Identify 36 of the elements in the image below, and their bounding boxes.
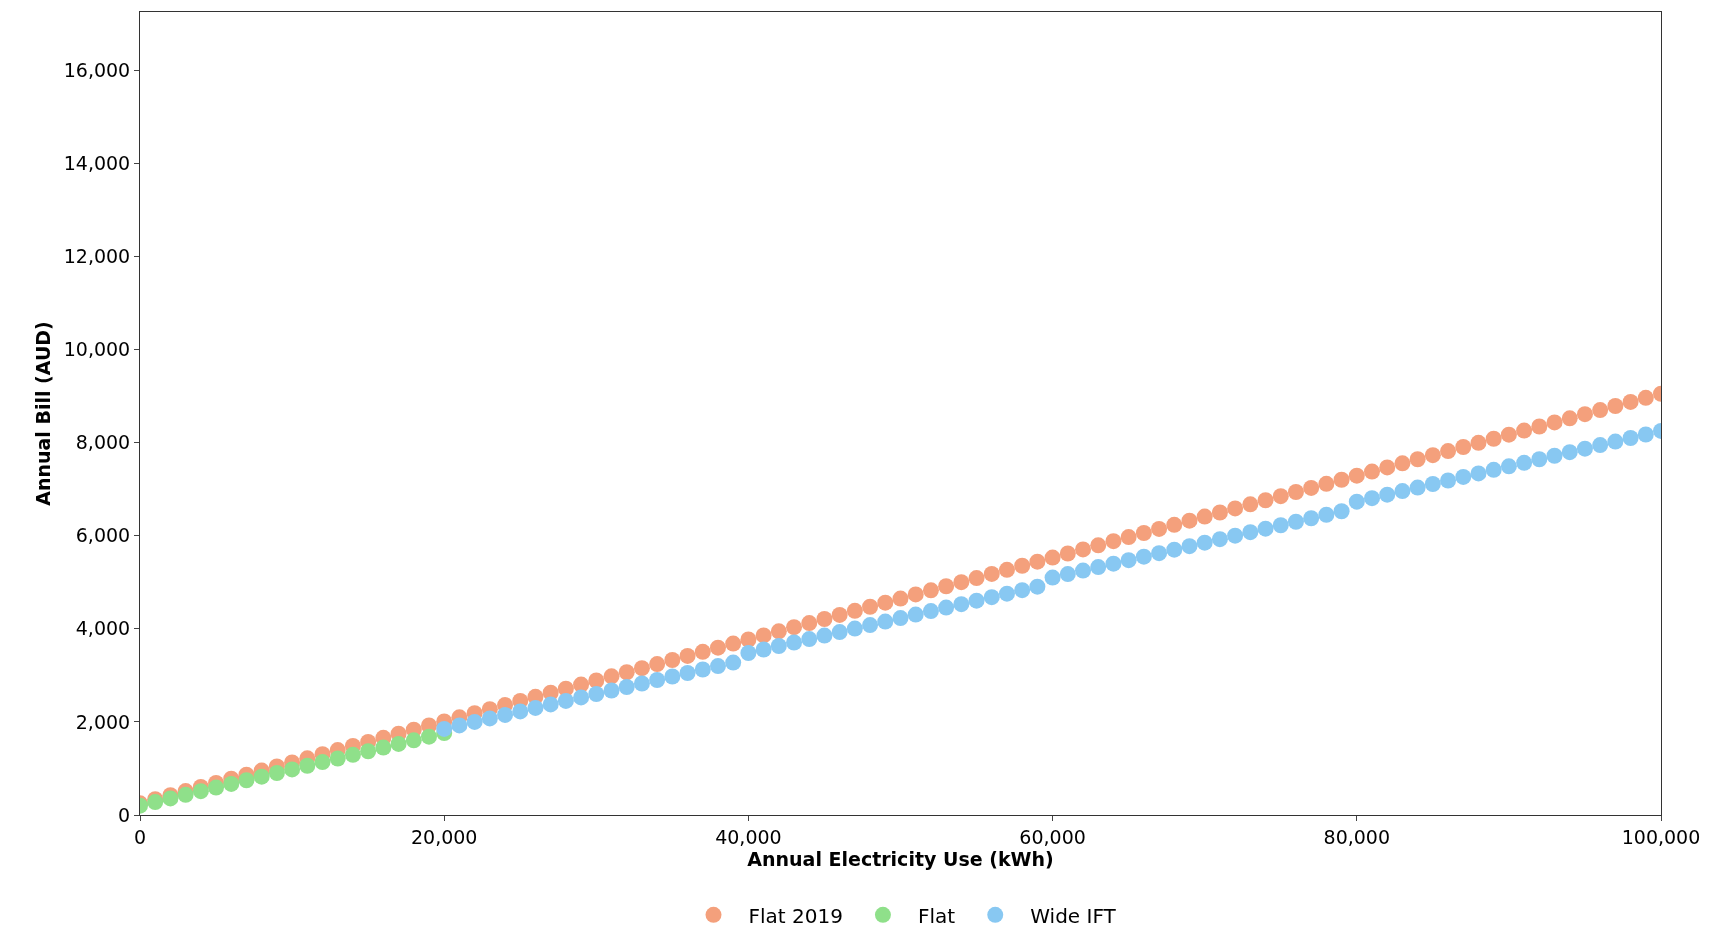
legend-label: Flat [917, 903, 956, 928]
point [329, 750, 346, 767]
y-tick-label: 8,000 [75, 431, 131, 454]
legend-label: Flat 2019 [748, 903, 843, 928]
point [421, 728, 437, 745]
y-tick-label: 12,000 [63, 245, 131, 268]
x-tick-label: 60,000 [1019, 825, 1086, 848]
x-tick-label: 20,000 [410, 825, 478, 848]
y-tick-label: 2,000 [75, 710, 131, 733]
point [314, 754, 331, 771]
point [375, 739, 392, 756]
x-axis-title: Annual Electricity Use (kWh) [747, 847, 1054, 870]
y-tick-label: 4,000 [75, 617, 131, 640]
x-tick-label: 100,000 [1621, 825, 1701, 848]
point [405, 732, 422, 749]
x-tick-label: 40,000 [715, 825, 782, 848]
point [360, 743, 377, 760]
y-tick-label: 0 [118, 803, 131, 826]
point [192, 783, 209, 800]
point [223, 775, 240, 792]
y-tick-label: 14,000 [63, 151, 131, 174]
legend-label: Wide IFT [1030, 903, 1117, 928]
point [208, 779, 225, 796]
y-tick-label: 16,000 [63, 58, 131, 81]
x-tick-label: 80,000 [1323, 825, 1391, 848]
y-tick-label: 10,000 [63, 338, 131, 361]
point [284, 761, 301, 778]
point [390, 735, 407, 752]
point [238, 772, 255, 789]
point [299, 757, 316, 774]
y-tick-label: 6,000 [75, 524, 131, 547]
point [268, 765, 285, 781]
x-tick-label: 0 [133, 825, 147, 848]
point [253, 768, 270, 785]
y-axis-title: Annual Bill (AUD) [31, 321, 54, 506]
point [344, 746, 361, 763]
